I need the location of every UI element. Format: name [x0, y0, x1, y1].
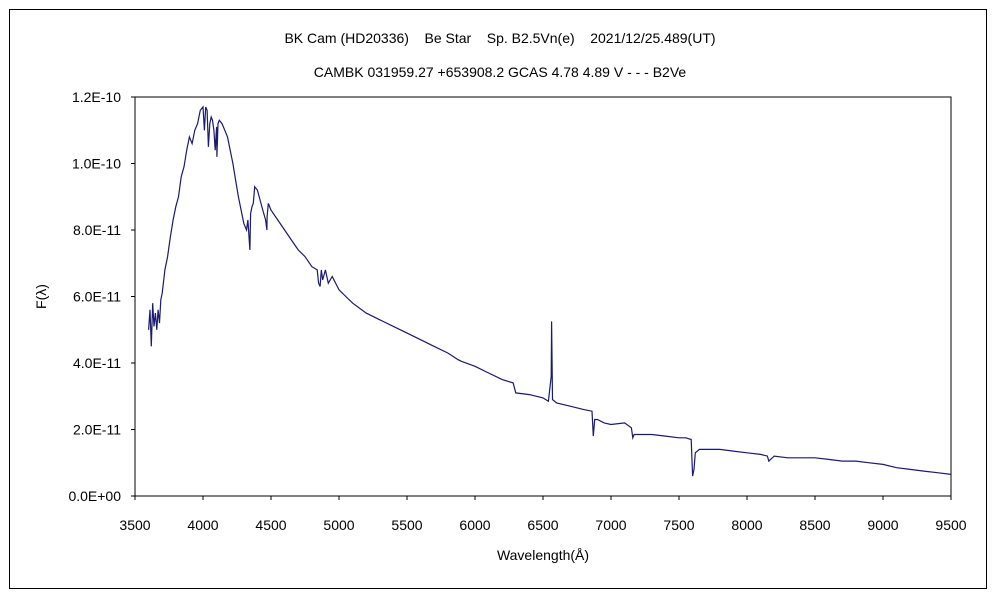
spectrum-line [148, 105, 952, 477]
plot-area [134, 96, 952, 497]
x-tick-label: 5500 [391, 517, 422, 533]
x-tick-label: 9500 [935, 517, 966, 533]
x-tick-label: 5000 [323, 517, 354, 533]
x-tick-label: 8500 [799, 517, 830, 533]
y-tick-label: 4.0E-11 [73, 355, 121, 371]
y-tick-label: 8.0E-11 [73, 222, 121, 238]
x-tick-label: 4500 [255, 517, 286, 533]
y-tick-label: 1.2E-10 [72, 89, 121, 105]
y-tick-label: 6.0E-11 [73, 289, 121, 305]
y-tick-label: 2.0E-11 [73, 422, 121, 438]
x-tick-label: 4000 [187, 517, 218, 533]
x-axis-ticks: 3500 4000 4500 5000 5500 6000 6500 7000 7500 8000… [119, 496, 967, 533]
y-axis-label: F(λ) [33, 284, 49, 309]
x-tick-label: 6000 [459, 517, 490, 533]
x-tick-label: 3500 [119, 517, 150, 533]
y-axis-ticks: 0.0E+00 2.0E-11 4.0E-11 6.0E-11 8.0E-11 1.0E-… [68, 89, 135, 504]
x-tick-label: 7000 [595, 517, 626, 533]
y-tick-label: 1.0E-10 [72, 156, 121, 172]
x-tick-label: 7500 [663, 517, 694, 533]
x-tick-label: 8000 [731, 517, 762, 533]
x-tick-label: 9000 [867, 517, 898, 533]
x-tick-label: 6500 [527, 517, 558, 533]
y-tick-label: 0.0E+00 [68, 488, 121, 504]
chart-frame [9, 9, 987, 589]
chart-subtitle: CAMBK 031959.27 +653908.2 GCAS 4.78 4.89… [313, 64, 687, 80]
x-axis-label: Wavelength(Å) [497, 547, 589, 563]
chart-title: BK Cam (HD20336) Be Star Sp. B2.5Vn(e) 2… [284, 30, 716, 46]
